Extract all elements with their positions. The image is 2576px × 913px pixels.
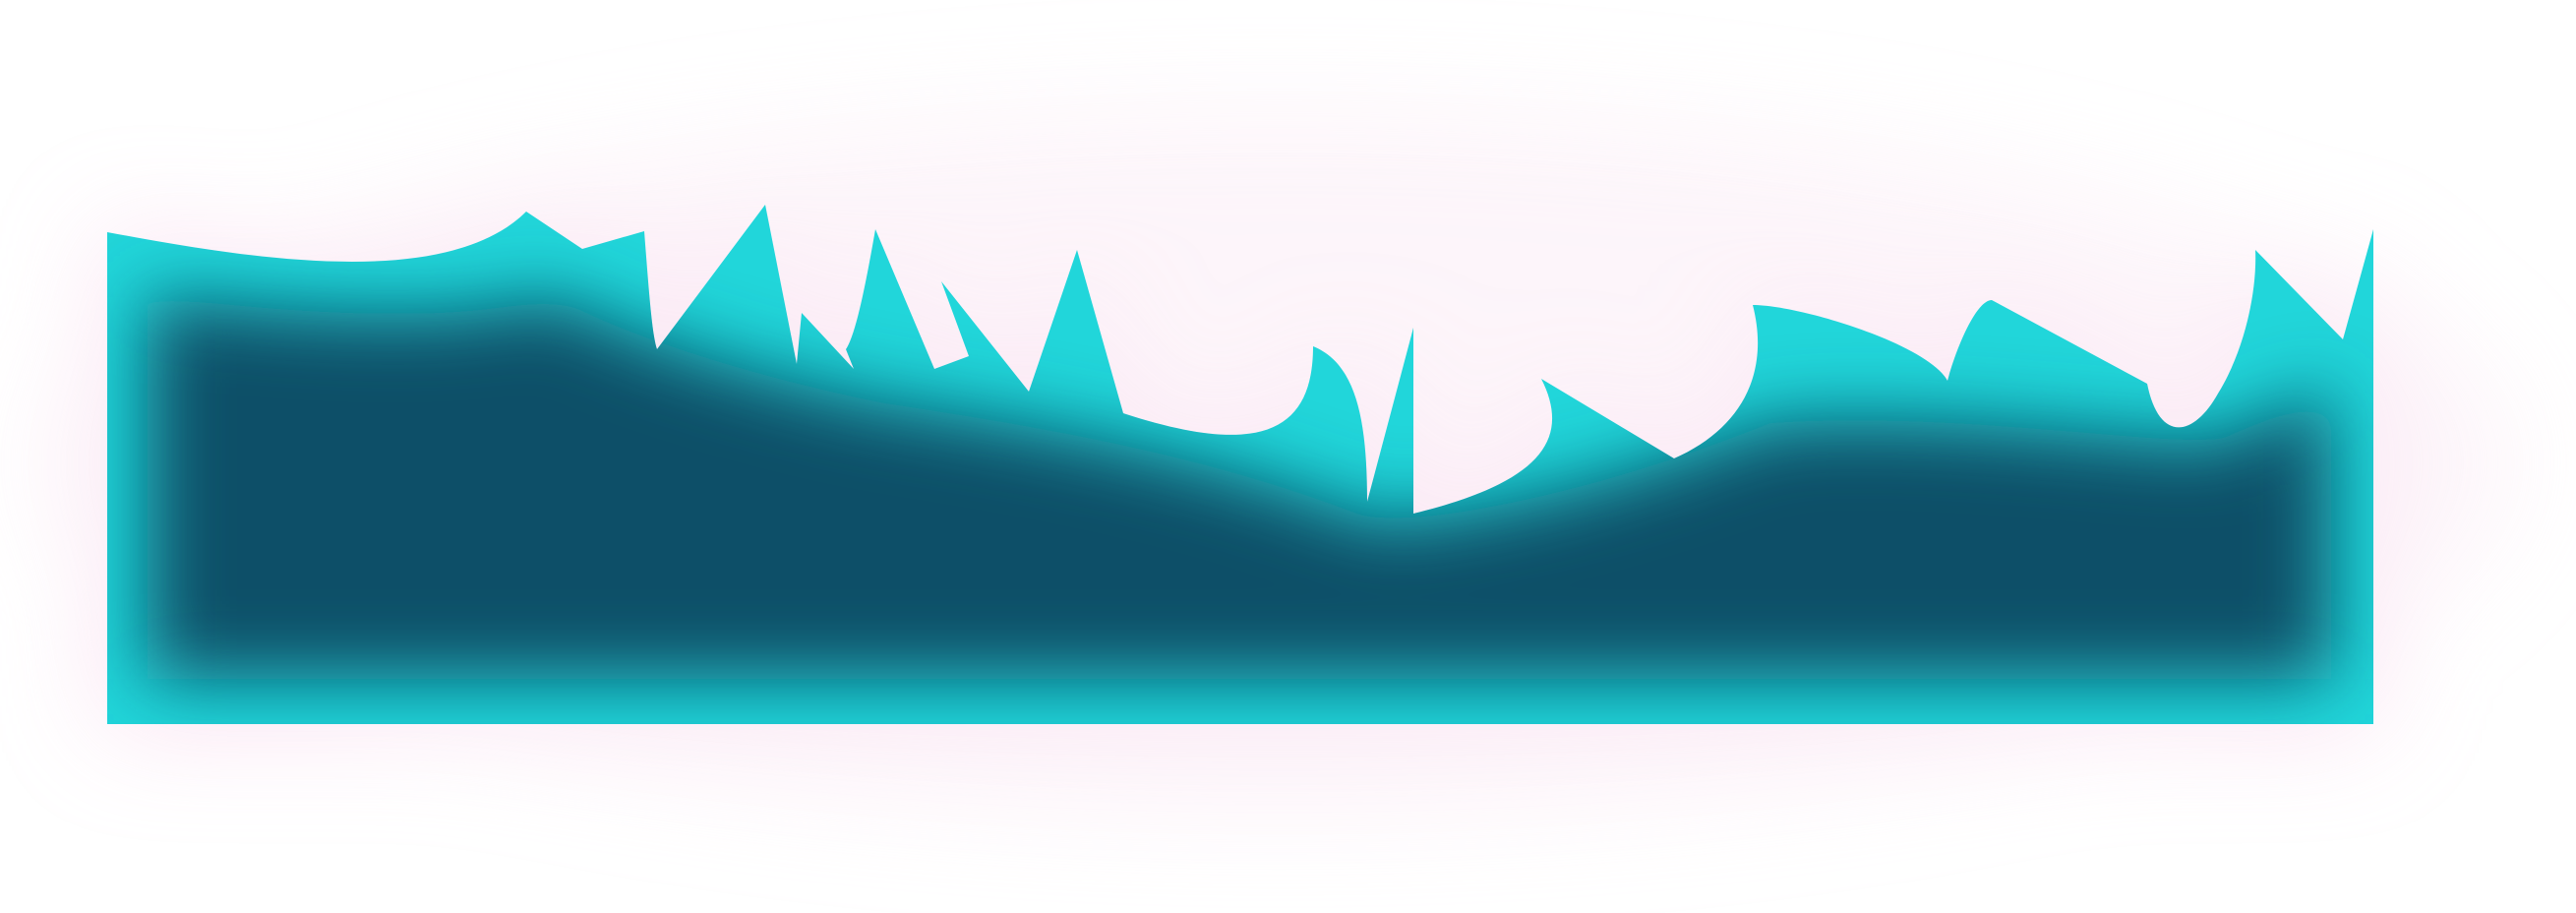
dark-interior-group xyxy=(148,295,2331,679)
dark-interior xyxy=(148,295,2331,679)
